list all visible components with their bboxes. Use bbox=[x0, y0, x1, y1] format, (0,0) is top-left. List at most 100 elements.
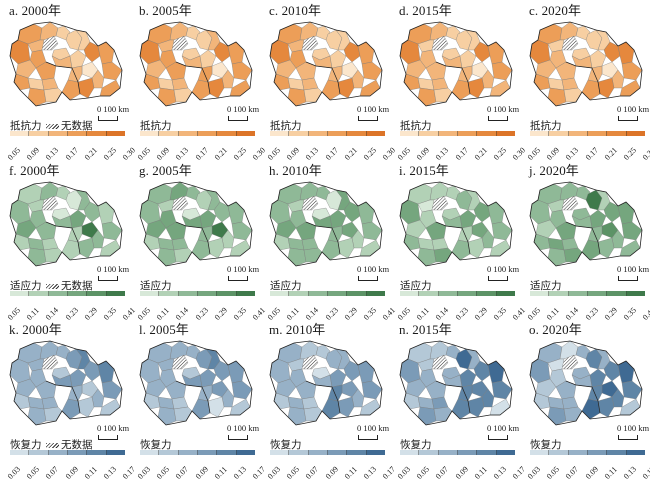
county-region bbox=[327, 65, 343, 83]
scale-bar: 0 100 km bbox=[617, 104, 649, 121]
region-divider-line bbox=[175, 61, 211, 95]
colorbar-segment bbox=[10, 131, 30, 136]
scale-label: 0 100 km bbox=[487, 423, 520, 433]
county-region bbox=[97, 41, 115, 65]
nodata-label: 无数据 bbox=[61, 440, 93, 451]
county-region bbox=[337, 77, 355, 99]
choropleth-map bbox=[399, 340, 513, 426]
legend-tick-label: 0.07 bbox=[174, 464, 191, 481]
county-region bbox=[165, 61, 187, 81]
nodata-legend: 无数据 bbox=[46, 278, 93, 293]
county-region bbox=[43, 247, 63, 262]
county-region bbox=[27, 406, 47, 426]
county-region bbox=[173, 247, 193, 262]
scale-bar: 0 100 km bbox=[487, 423, 520, 440]
county-region bbox=[145, 219, 167, 238]
legend-title: 适应力 bbox=[400, 280, 432, 292]
county-region bbox=[425, 380, 447, 400]
county-region bbox=[69, 368, 87, 388]
colorbar-segment bbox=[477, 131, 497, 136]
choropleth-map bbox=[139, 181, 253, 266]
legend-tick-label: 0.05 bbox=[24, 464, 42, 481]
county-region bbox=[429, 21, 449, 41]
legend-colorbar bbox=[530, 450, 645, 455]
legend-title: 恢复力 bbox=[140, 440, 172, 451]
legend-ticks: 0.05 0.09 0.13 0.17 0.21 0.25 0.30 bbox=[526, 137, 650, 162]
study-area-outline bbox=[399, 340, 513, 426]
county-region bbox=[157, 87, 177, 107]
colorbar-segment bbox=[140, 450, 160, 455]
county-region bbox=[337, 396, 355, 418]
county-region bbox=[329, 49, 347, 69]
scale-bar: 0 100 km bbox=[227, 104, 259, 121]
hatch-swatch-icon bbox=[46, 283, 59, 289]
legend-tick-label: 0.03 bbox=[395, 464, 413, 481]
county-region bbox=[433, 406, 453, 422]
county-region bbox=[287, 406, 307, 426]
county-region bbox=[275, 378, 297, 398]
study-area-outline bbox=[529, 21, 643, 107]
map-panel: g. 2005年 0 100 km 适应力 0.05 0.11 0.14 0.23 0.29 0… bbox=[130, 160, 267, 322]
county-region bbox=[547, 406, 567, 426]
map-panel: m. 2010年 0 100 km 恢复力 0.03 0.05 0.07 0.09 0.11 0… bbox=[260, 319, 397, 481]
colorbar-segment bbox=[400, 131, 420, 136]
panel-title: o. 2020年 bbox=[529, 322, 582, 337]
county-region bbox=[459, 368, 477, 388]
colorbar-segment bbox=[327, 290, 348, 296]
county-region bbox=[457, 384, 473, 402]
nodata-region bbox=[301, 354, 319, 370]
county-region bbox=[207, 396, 225, 418]
scale-bar: 0 100 km bbox=[487, 104, 519, 121]
county-region bbox=[199, 209, 217, 228]
colorbar-segment bbox=[419, 450, 439, 455]
county-region bbox=[329, 368, 347, 388]
county-region bbox=[165, 221, 187, 240]
colorbar-segment bbox=[587, 131, 608, 136]
map-panel: j. 2020年 0 100 km 适应力 0.05 0.11 0.14 0.23 0.29 0… bbox=[520, 160, 650, 322]
colorbar-segment bbox=[438, 131, 458, 136]
county-region bbox=[487, 201, 505, 224]
map-panel: f. 2000年 0 100 km 适应力 无数据 0.05 0.11 0.14 0.23 0.… bbox=[0, 160, 137, 322]
county-region bbox=[327, 384, 343, 402]
county-region bbox=[35, 61, 57, 81]
county-region bbox=[467, 396, 485, 418]
legend-tick-label: 0.07 bbox=[434, 464, 451, 481]
scale-bar-line bbox=[488, 275, 508, 281]
study-area-outline bbox=[529, 181, 643, 266]
colorbar-segment bbox=[289, 131, 309, 136]
county-region bbox=[425, 61, 447, 81]
legend-colorbar bbox=[270, 450, 385, 455]
county-region bbox=[303, 87, 323, 103]
legend-ticks: 0.05 0.09 0.13 0.17 0.21 0.25 0.30 bbox=[136, 137, 267, 162]
county-region bbox=[231, 380, 253, 400]
scale-label: 0 100 km bbox=[227, 263, 260, 274]
scale-bar: 0 100 km bbox=[97, 423, 129, 440]
colorbar-segment bbox=[10, 450, 30, 455]
county-region bbox=[275, 219, 297, 238]
county-region bbox=[597, 396, 615, 418]
county-region bbox=[555, 61, 577, 81]
scale-bar-line bbox=[358, 275, 378, 281]
legend-tick-label: 0.03 bbox=[135, 464, 153, 481]
scale-bar-line bbox=[618, 275, 638, 281]
county-region bbox=[39, 340, 59, 360]
county-region bbox=[231, 61, 253, 81]
legend-ticks: 0.05 0.11 0.14 0.23 0.29 0.35 0.41 bbox=[396, 297, 527, 321]
scale-bar: 0 100 km bbox=[357, 423, 389, 440]
county-region bbox=[287, 247, 307, 266]
colorbar-segment bbox=[197, 450, 218, 455]
legend-colorbar bbox=[530, 290, 645, 296]
county-region bbox=[299, 181, 319, 200]
legend-tick-label: 0.03 bbox=[525, 464, 543, 481]
county-region bbox=[425, 221, 447, 240]
county-region bbox=[361, 380, 383, 400]
map-panel: b. 2005年 0 100 km 抵抗力 0.05 0.09 0.13 0.17 0.21 0… bbox=[130, 0, 267, 162]
colorbar-segment bbox=[197, 131, 218, 136]
study-area-outline bbox=[399, 181, 513, 266]
colorbar-segment bbox=[366, 450, 385, 455]
legend-tick-label: 0.13 bbox=[231, 464, 248, 481]
region-divider-line bbox=[435, 61, 471, 95]
county-region bbox=[77, 77, 95, 99]
legend-title: 适应力 bbox=[530, 280, 562, 292]
county-region bbox=[169, 21, 189, 41]
